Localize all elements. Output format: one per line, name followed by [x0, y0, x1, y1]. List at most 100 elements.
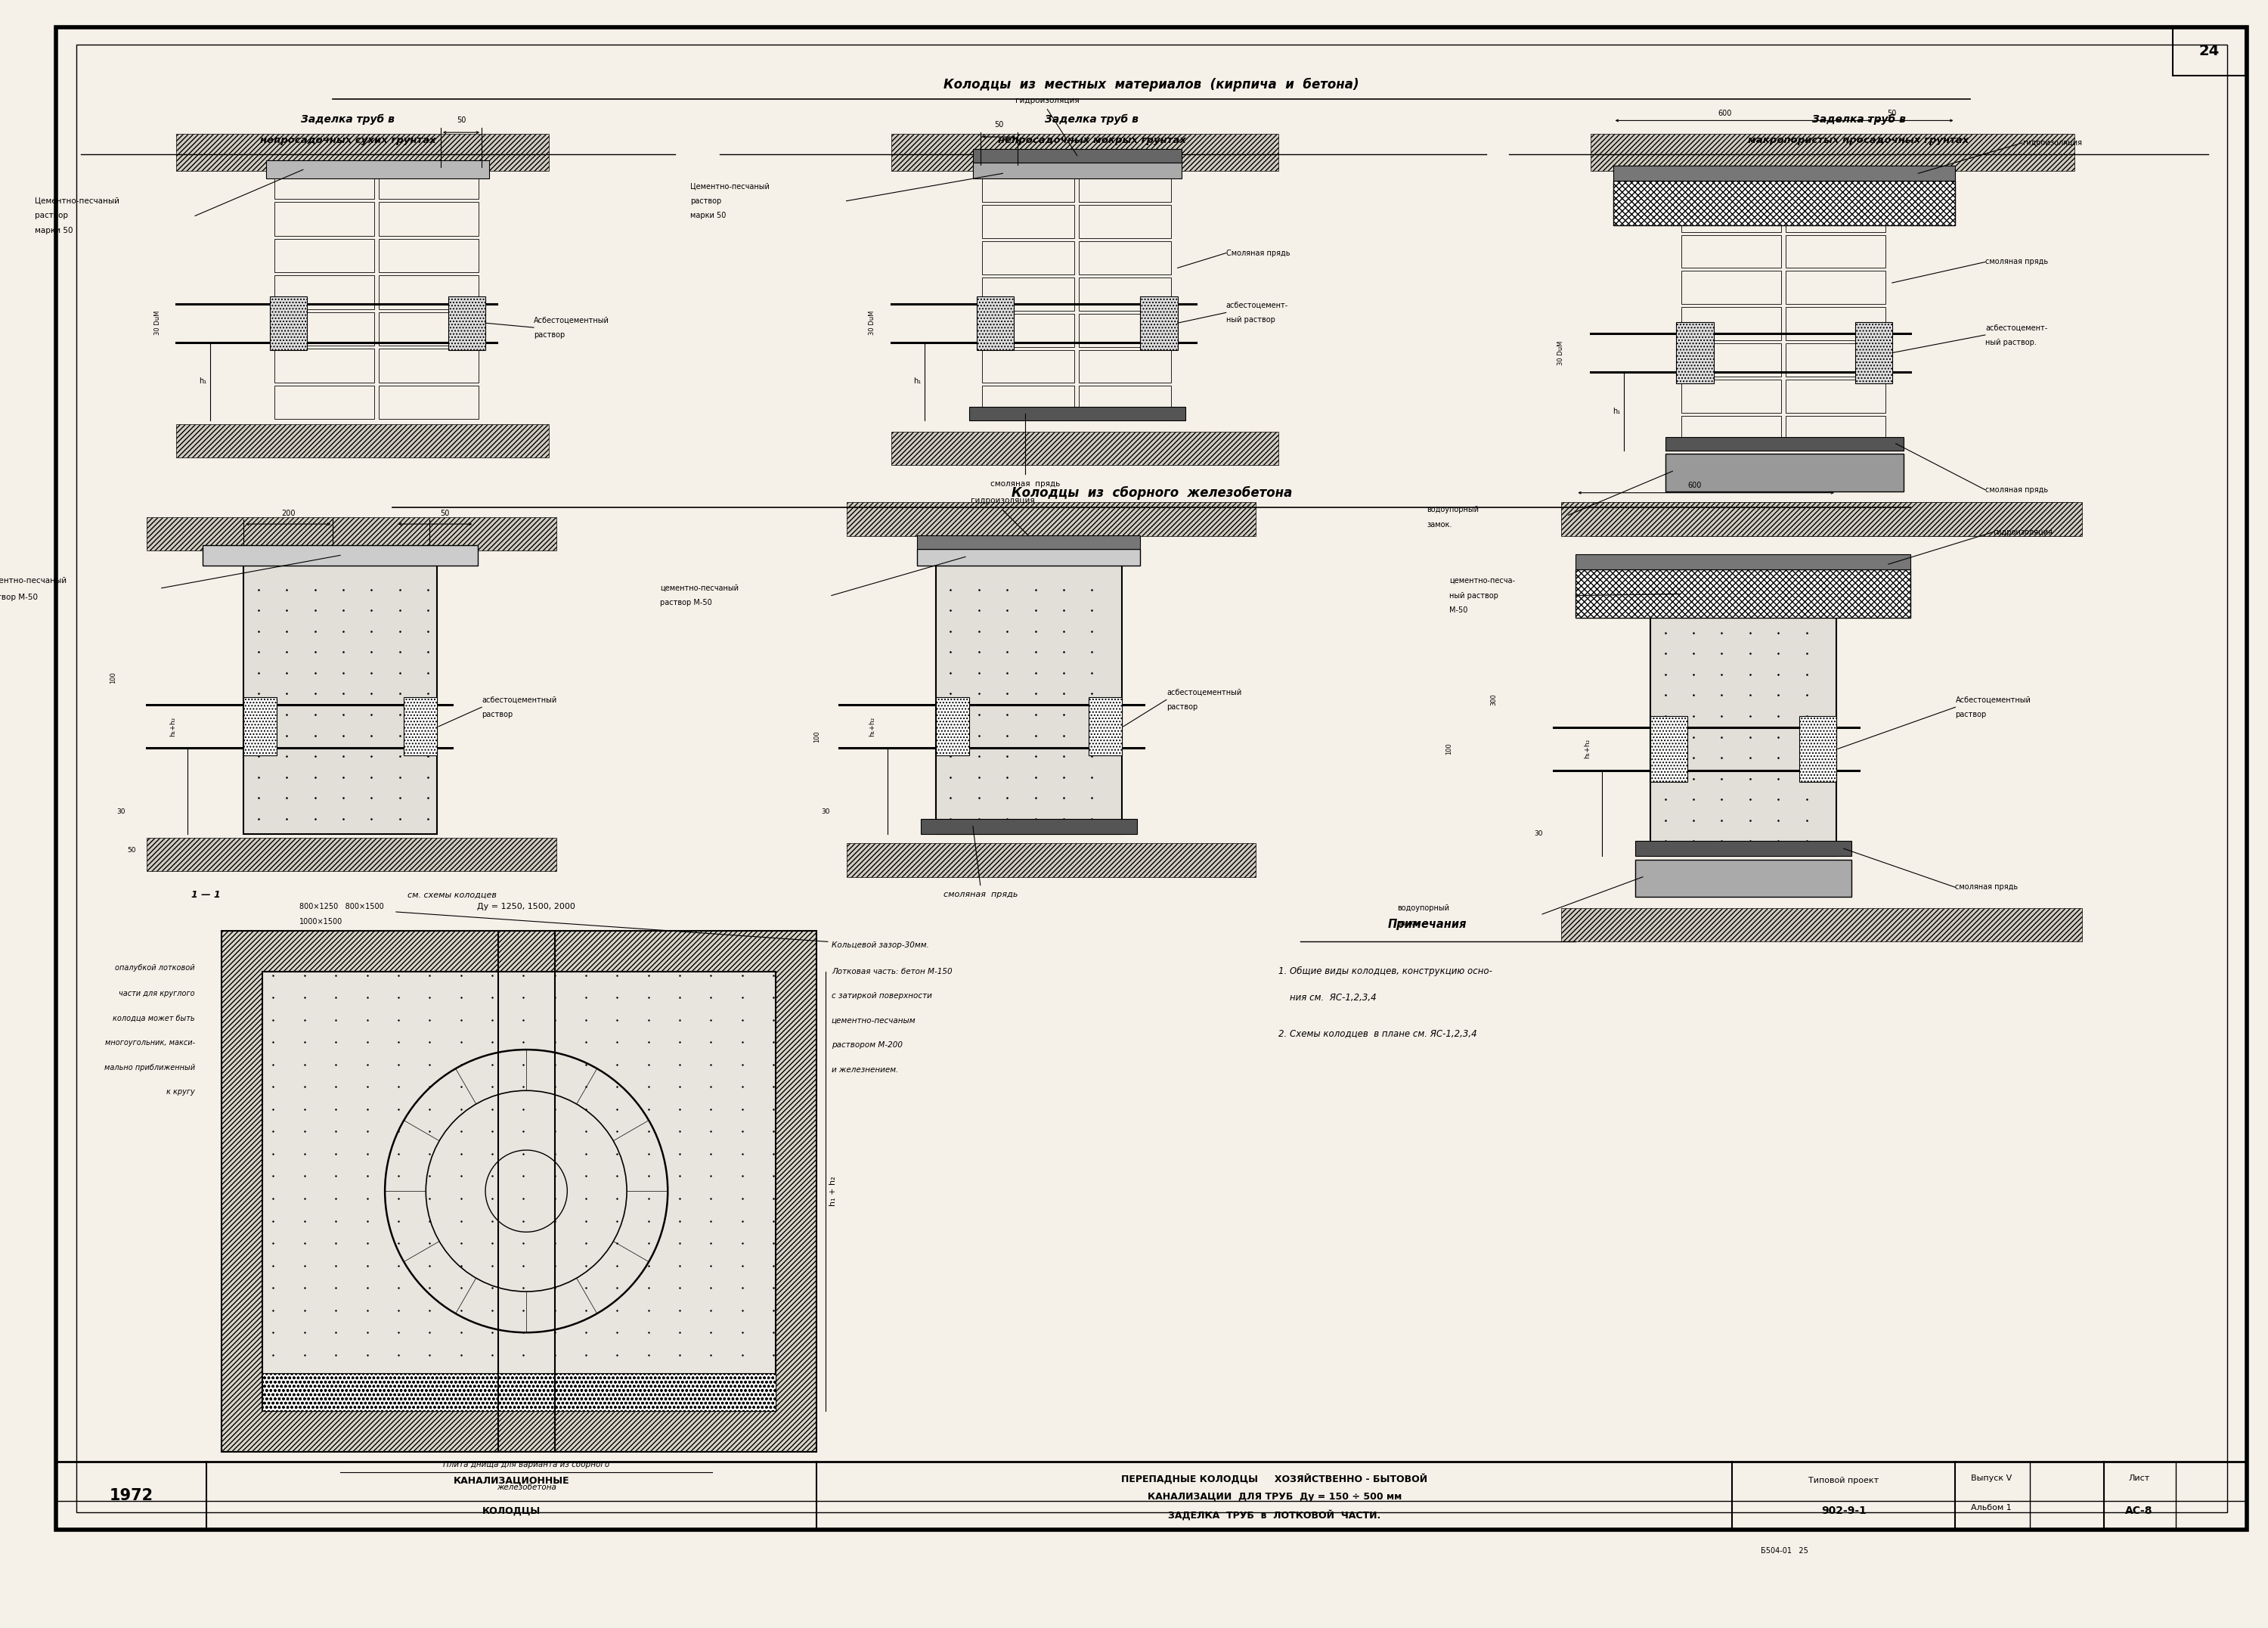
Bar	[973, 163, 1182, 179]
Text: гидроизоляция: гидроизоляция	[1994, 529, 2053, 536]
Text: смоляная  прядь: смоляная прядь	[991, 480, 1059, 488]
Text: Заделка труб в: Заделка труб в	[302, 114, 395, 124]
Bar	[846, 843, 1256, 877]
Bar	[1590, 133, 2075, 171]
Text: цементно-песчаным: цементно-песчаным	[832, 1018, 916, 1024]
Text: Примечания: Примечания	[1388, 918, 1467, 930]
Text: 30: 30	[1533, 830, 1542, 837]
Bar	[1080, 205, 1170, 238]
Bar	[1785, 234, 1885, 269]
Bar	[147, 518, 556, 550]
Bar	[404, 697, 438, 755]
Text: цементно-песча-: цементно-песча-	[1449, 576, 1515, 584]
Text: опалубкой лотковой: опалубкой лотковой	[116, 964, 195, 972]
Bar	[270, 296, 306, 350]
Text: 24: 24	[2200, 44, 2220, 59]
Bar	[177, 133, 549, 171]
Bar	[1681, 234, 1780, 269]
Text: смоляная прядь: смоляная прядь	[1955, 884, 2019, 891]
Bar	[978, 296, 1014, 350]
Bar	[177, 425, 549, 457]
Bar	[982, 241, 1075, 275]
Text: раствором М-200: раствором М-200	[832, 1042, 903, 1048]
Bar	[1635, 860, 1851, 897]
Bar	[1681, 270, 1780, 304]
Text: Колодцы  из  сборного  железобетона: Колодцы из сборного железобетона	[1012, 485, 1293, 500]
Text: цементно-песчаный: цементно-песчаный	[660, 584, 739, 593]
Bar	[982, 350, 1075, 383]
Bar	[891, 431, 1279, 466]
Text: раствор: раствор	[34, 212, 68, 220]
Bar	[982, 277, 1075, 311]
Text: раствор М-50: раствор М-50	[660, 599, 712, 607]
Bar	[202, 545, 479, 565]
Text: раствор: раствор	[481, 711, 513, 718]
Bar	[263, 972, 776, 1411]
Text: замок: замок	[1397, 920, 1420, 926]
Bar	[1635, 842, 1851, 856]
Text: 30 DuM: 30 DuM	[154, 311, 161, 335]
Text: непросадочных сухих грунтах: непросадочных сухих грунтах	[261, 135, 435, 145]
Text: ный раствор: ный раствор	[1449, 591, 1499, 599]
Bar	[1785, 379, 1885, 412]
Text: 600: 600	[1687, 482, 1701, 488]
Text: 902-9-1: 902-9-1	[1821, 1506, 1867, 1516]
Bar	[379, 313, 479, 345]
Text: марки 50: марки 50	[34, 226, 73, 234]
Text: Цементно-песчаный: Цементно-песчаный	[689, 182, 769, 190]
Text: гидроизоляция: гидроизоляция	[2023, 138, 2082, 147]
Text: Лотковая часть: бетон М-150: Лотковая часть: бетон М-150	[832, 967, 953, 975]
Bar	[265, 160, 490, 179]
Text: 1 — 1: 1 — 1	[191, 891, 220, 900]
Text: h₁+h₂: h₁+h₂	[170, 716, 177, 736]
Text: Б504-01   25: Б504-01 25	[1760, 1547, 1808, 1555]
Bar	[1080, 350, 1170, 383]
Text: ЗАДЕЛКА  ТРУБ  в  ЛОТКОВОЙ  ЧАСТИ.: ЗАДЕЛКА ТРУБ в ЛОТКОВОЙ ЧАСТИ.	[1168, 1509, 1381, 1521]
Bar	[1080, 277, 1170, 311]
Text: Асбестоцементный: Асбестоцементный	[533, 316, 610, 324]
Bar	[982, 169, 1075, 202]
Bar	[1613, 166, 1955, 181]
Text: замок.: замок.	[1427, 521, 1452, 529]
Bar	[222, 931, 816, 1452]
Text: Заделка труб в: Заделка труб в	[1046, 114, 1139, 124]
Text: 1. Общие виды колодцев, конструкцию осно-: 1. Общие виды колодцев, конструкцию осно…	[1279, 967, 1492, 977]
Text: 100: 100	[109, 671, 116, 684]
Bar	[274, 386, 374, 418]
Text: АС-8: АС-8	[2125, 1506, 2152, 1516]
Text: Дy = 1250, 1500, 2000: Дy = 1250, 1500, 2000	[476, 904, 576, 910]
Bar	[274, 164, 374, 199]
Bar	[1785, 344, 1885, 376]
Text: раствор М-50: раствор М-50	[0, 593, 39, 601]
Bar	[1576, 555, 1910, 570]
Bar	[379, 348, 479, 383]
Text: ПЕРЕПАДНЫЕ КОЛОДЦЫ     ХОЗЯЙСТВЕННО - БЫТОВОЙ: ПЕРЕПАДНЫЕ КОЛОДЦЫ ХОЗЯЙСТВЕННО - БЫТОВО…	[1120, 1473, 1427, 1483]
Bar	[1681, 379, 1780, 412]
Bar	[1681, 344, 1780, 376]
Bar	[1560, 908, 2082, 941]
Bar	[243, 697, 277, 755]
Bar	[1651, 716, 1687, 781]
Bar	[1080, 241, 1170, 275]
Text: 600: 600	[1717, 109, 1730, 117]
Text: водоупорный: водоупорный	[1427, 506, 1479, 514]
Text: 800×1250   800×1500: 800×1250 800×1500	[299, 904, 383, 910]
Text: с затиркой поверхности: с затиркой поверхности	[832, 991, 932, 1000]
Bar	[379, 386, 479, 418]
Text: раствор: раствор	[1955, 711, 1987, 718]
Text: 1972: 1972	[109, 1488, 152, 1503]
Text: h₁: h₁	[200, 378, 206, 386]
Bar	[1080, 314, 1170, 347]
Text: 30 DuM: 30 DuM	[1558, 340, 1565, 365]
Text: 50: 50	[440, 510, 449, 518]
Bar	[1590, 503, 2075, 536]
Text: Колодцы  из  местных  материалов  (кирпича  и  бетона): Колодцы из местных материалов (кирпича и…	[943, 78, 1359, 91]
Bar	[1681, 308, 1780, 340]
Text: 50: 50	[1887, 109, 1896, 117]
Text: водоупорный: водоупорный	[1397, 905, 1449, 912]
Bar	[982, 314, 1075, 347]
Bar	[274, 202, 374, 236]
Text: гидроизоляция: гидроизоляция	[1016, 96, 1080, 104]
Text: Заделка труб в: Заделка труб в	[1812, 114, 1905, 124]
Text: асбестоцементный: асбестоцементный	[1166, 689, 1241, 697]
